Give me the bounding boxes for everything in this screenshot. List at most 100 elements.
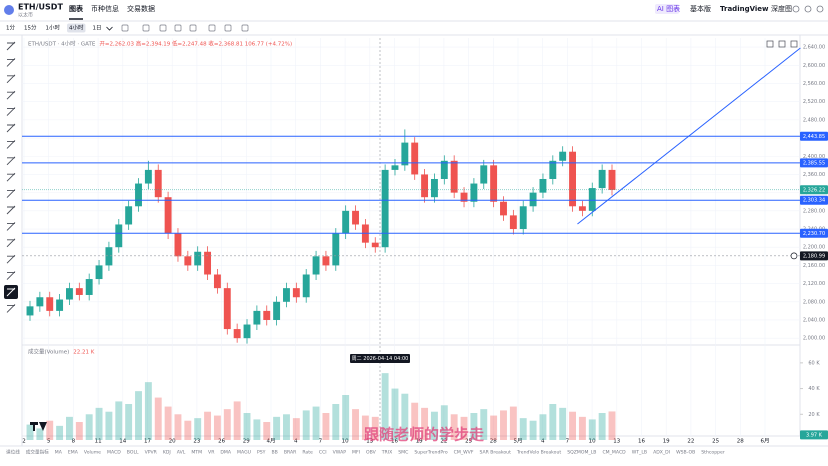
crosshair-add-icon[interactable] bbox=[790, 252, 798, 260]
header-button[interactable]: 深度图 bbox=[771, 4, 792, 13]
indicator[interactable]: TrendVelo Breakout bbox=[516, 450, 562, 456]
tool-icon[interactable] bbox=[6, 238, 16, 248]
interval[interactable]: 1日 bbox=[93, 25, 102, 32]
indicator[interactable]: 成交量指标 bbox=[26, 449, 49, 456]
chart-icon[interactable] bbox=[790, 40, 798, 48]
candle-body bbox=[85, 279, 93, 295]
toolbar-icon[interactable] bbox=[189, 24, 197, 32]
candle-body bbox=[223, 288, 231, 330]
tool-icon[interactable] bbox=[6, 189, 16, 198]
indicator[interactable]: Volume bbox=[84, 450, 101, 456]
tab[interactable]: 交易数据 bbox=[127, 4, 155, 13]
volume-bar bbox=[66, 416, 73, 440]
volume-bar bbox=[253, 419, 261, 440]
y-tick-label: 2,400.00 bbox=[803, 154, 825, 160]
indicator[interactable]: VR bbox=[208, 450, 215, 456]
volume-bar bbox=[361, 415, 369, 440]
tool-icon[interactable] bbox=[6, 140, 16, 149]
volume-bar bbox=[332, 404, 340, 440]
indicator[interactable]: MA bbox=[55, 450, 63, 456]
tool-icon[interactable] bbox=[6, 304, 16, 313]
indicator[interactable]: KDJ bbox=[163, 450, 171, 456]
interval[interactable]: 15分 bbox=[24, 24, 37, 32]
indicator[interactable]: MACD bbox=[107, 450, 121, 456]
candle-body bbox=[509, 215, 517, 230]
indicator[interactable]: SuperTrendPro bbox=[414, 450, 448, 456]
toolbar-icon[interactable] bbox=[208, 24, 216, 32]
indicator[interactable]: CM_WVF bbox=[454, 450, 474, 456]
interval[interactable]: 1分 bbox=[6, 24, 15, 32]
volume-bar bbox=[184, 420, 192, 440]
indicator[interactable]: WSB-OB bbox=[676, 450, 695, 456]
symbol[interactable]: ETH/USDT bbox=[18, 3, 63, 12]
tool-icon[interactable] bbox=[6, 107, 16, 116]
current-price-label-box bbox=[800, 185, 828, 195]
indicator[interactable]: SQZMOM_LB bbox=[567, 450, 596, 456]
volume-bar bbox=[391, 388, 399, 440]
indicator[interactable]: CM_MACD bbox=[602, 450, 626, 456]
indicator[interactable]: DMA bbox=[220, 450, 232, 456]
indicator[interactable]: CCI bbox=[319, 450, 327, 456]
candle-body bbox=[430, 178, 438, 198]
header-button[interactable]: AI 图表 bbox=[657, 4, 680, 13]
indicator[interactable]: BRAR bbox=[284, 450, 297, 456]
tool-icon[interactable] bbox=[6, 205, 16, 215]
indicator[interactable]: AVL bbox=[177, 450, 186, 456]
tool-icon[interactable] bbox=[6, 90, 16, 100]
tool-icon[interactable] bbox=[6, 287, 16, 297]
header-button[interactable]: TradingView bbox=[720, 5, 769, 13]
indicator[interactable]: BB bbox=[272, 450, 278, 456]
header-icon[interactable] bbox=[816, 5, 824, 13]
volume-bar bbox=[243, 413, 251, 440]
header-icon[interactable] bbox=[804, 5, 812, 13]
indicator[interactable]: SMC bbox=[398, 450, 408, 456]
toolbar-icon[interactable] bbox=[142, 24, 150, 32]
toolbar-icon[interactable] bbox=[241, 24, 249, 32]
toolbar-icon[interactable] bbox=[224, 24, 232, 32]
chart-icon[interactable] bbox=[778, 40, 786, 48]
tool-icon[interactable] bbox=[6, 74, 16, 84]
indicator[interactable]: MTM bbox=[191, 450, 202, 456]
indicator[interactable]: WT_LB bbox=[632, 450, 647, 456]
indicator[interactable]: SAR Breakout bbox=[479, 450, 511, 456]
toolbar-icon[interactable] bbox=[159, 24, 167, 32]
indicator[interactable]: BOLL bbox=[127, 450, 139, 456]
tool-icon[interactable] bbox=[6, 58, 16, 67]
y-tick-label: 2,080.00 bbox=[803, 299, 825, 305]
indicator[interactable]: MFI bbox=[352, 450, 360, 456]
volume-bar bbox=[154, 397, 162, 440]
tab[interactable]: 币种信息 bbox=[91, 4, 119, 13]
tool-icon[interactable] bbox=[6, 271, 16, 280]
interval[interactable]: 1小时 bbox=[46, 24, 61, 32]
indicator[interactable]: 课位线 bbox=[6, 449, 20, 456]
tool-icon[interactable] bbox=[6, 156, 16, 166]
price-line-label-box bbox=[800, 228, 828, 238]
indicator[interactable]: Rate bbox=[302, 450, 313, 456]
header-button[interactable]: 基本版 bbox=[690, 4, 711, 13]
dropdown-icon[interactable] bbox=[106, 26, 113, 31]
tool-icon[interactable] bbox=[6, 41, 16, 51]
volume-bar bbox=[381, 373, 389, 440]
interval[interactable]: 4小时 bbox=[69, 24, 84, 32]
indicator[interactable]: PSY bbox=[257, 450, 266, 456]
header-icon[interactable] bbox=[792, 5, 800, 13]
tab[interactable]: 图表 bbox=[69, 4, 84, 13]
toolbar-icon[interactable] bbox=[121, 24, 129, 32]
indicator[interactable]: OBV bbox=[366, 450, 377, 456]
indicator[interactable]: TRIX bbox=[381, 450, 393, 456]
indicator[interactable]: EMA bbox=[68, 450, 79, 456]
indicator[interactable]: VPVR bbox=[145, 450, 158, 456]
indicator[interactable]: VWAP bbox=[333, 450, 347, 456]
tool-icon[interactable] bbox=[6, 254, 16, 264]
indicator[interactable]: Sthcopper bbox=[701, 450, 725, 456]
candle-body bbox=[608, 169, 616, 190]
toolbar-icon[interactable] bbox=[174, 24, 182, 32]
candle-body bbox=[470, 183, 478, 202]
x-tick-label: 6月 bbox=[761, 438, 770, 445]
indicator[interactable]: MAGU bbox=[237, 450, 251, 456]
tool-icon[interactable] bbox=[6, 222, 16, 231]
indicator[interactable]: ADX_DI bbox=[653, 450, 670, 456]
tool-icon[interactable] bbox=[6, 172, 16, 182]
chart-icon[interactable] bbox=[766, 40, 774, 48]
tool-icon[interactable] bbox=[6, 123, 16, 133]
